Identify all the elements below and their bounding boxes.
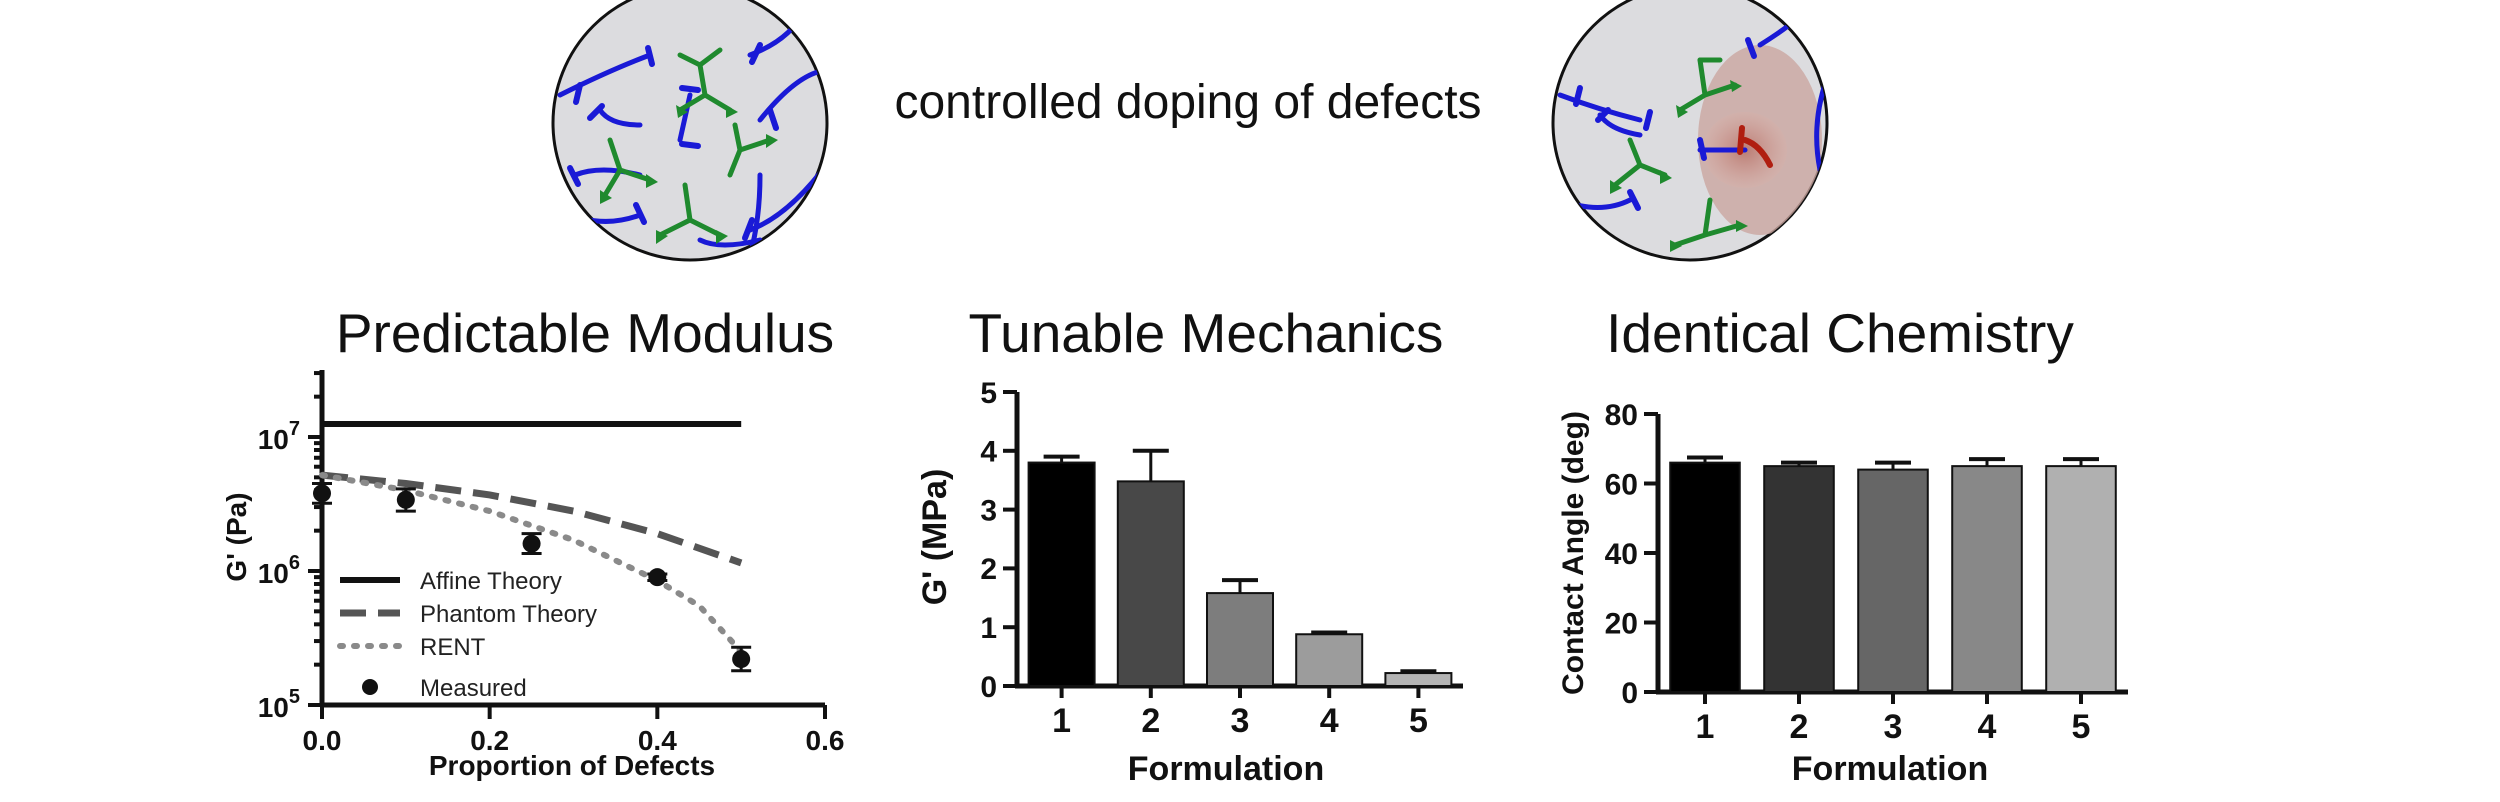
- chart1-legend-label: Affine Theory: [420, 568, 562, 595]
- chart-predictable-modulus: Predictable Modulus 105 106 107 0.0 0.2 0.4 0…: [221, 302, 844, 781]
- c2-bar: [1205, 592, 1275, 688]
- chart1-measured-point: [732, 650, 751, 669]
- c3-bar: [1951, 465, 2023, 693]
- chart-identical-chemistry: Identical Chemistry 0 20 40 60 80 1 2 3 4 5 Form…: [1557, 302, 2128, 788]
- c2-y-tick-label: 0: [980, 671, 997, 704]
- chart2-y-label: G' (MPa): [916, 469, 954, 606]
- chart1-x-tick-label: 0.0: [303, 725, 342, 756]
- c2-x-tick-label: 5: [1409, 702, 1428, 740]
- chart3-title: Identical Chemistry: [1606, 302, 2074, 364]
- defected-network-illustration: [1551, 0, 1829, 262]
- c3-bar: [1763, 465, 1835, 693]
- c2-x-tick-label: 4: [1320, 702, 1339, 740]
- c3-y-tick-label: 80: [1605, 399, 1638, 432]
- c3-y-tick-label: 20: [1605, 607, 1638, 640]
- c3-y-tick-label: 40: [1605, 538, 1638, 571]
- c3-bar: [1669, 461, 1741, 693]
- chart1-title: Predictable Modulus: [336, 302, 834, 364]
- chart1-measured-point: [313, 484, 331, 503]
- c2-bar: [1384, 672, 1453, 688]
- chart1-y-tick-label: 105: [258, 686, 300, 723]
- chart3-y-label: Contact Angle (deg): [1557, 411, 1590, 695]
- chart1-legend-label: Measured: [420, 675, 527, 702]
- c2-x-tick-label: 2: [1141, 702, 1160, 740]
- c2-y-tick-label: 5: [980, 377, 997, 410]
- c2-x-tick-label: 3: [1231, 702, 1250, 740]
- chart1-legend-marker: [362, 679, 378, 695]
- c2-bar: [1295, 633, 1364, 687]
- c2-y-tick-label: 1: [980, 612, 997, 645]
- c2-bar: [1027, 461, 1096, 687]
- c2-y-tick-label: 4: [980, 436, 997, 469]
- chart1-x-tick-label: 0.4: [638, 725, 677, 756]
- chart1-x-tick-label: 0.6: [806, 725, 845, 756]
- chart1-legend-label: Phantom Theory: [420, 601, 597, 628]
- chart1-measured-point: [522, 534, 541, 553]
- c3-x-tick-label: 2: [1790, 708, 1809, 746]
- chart1-legend-label: RENT: [420, 634, 486, 661]
- chart2-x-label: Formulation: [1128, 750, 1324, 788]
- chart1-y-label: G' (Pa): [221, 492, 252, 581]
- c3-x-tick-label: 5: [2072, 708, 2091, 746]
- c3-x-tick-label: 4: [1978, 708, 1997, 746]
- c3-x-tick-label: 3: [1884, 708, 1903, 746]
- chart2-title: Tunable Mechanics: [969, 302, 1444, 364]
- c2-y-tick-label: 3: [980, 494, 997, 527]
- chart1-y-tick-label: 106: [258, 552, 300, 589]
- chart1-measured-point: [648, 568, 667, 587]
- chart1-series-phantom-theory: [321, 471, 743, 567]
- chart-tunable-mechanics: Tunable Mechanics 0 1 2 3 4 5 1 2 3 4 5 Formulati…: [916, 302, 1463, 788]
- pristine-network-illustration: [551, 0, 829, 262]
- chart1-x-label: Proportion of Defects: [429, 750, 715, 781]
- chart1-measured-point: [396, 490, 415, 509]
- c3-y-tick-label: 0: [1621, 677, 1638, 710]
- c3-bar: [2045, 465, 2117, 693]
- chart1-y-tick-label: 107: [258, 418, 300, 455]
- c2-bar: [1116, 480, 1185, 687]
- network-caption: controlled doping of defects: [894, 76, 1481, 129]
- chart1-x-tick-label: 0.2: [470, 725, 509, 756]
- c2-y-tick-label: 2: [980, 553, 997, 586]
- c2-x-tick-label: 1: [1052, 702, 1071, 740]
- c3-bar: [1857, 468, 1929, 693]
- chart1-legend: Affine Theory Phantom Theory RENT Measured: [337, 568, 597, 702]
- c3-x-tick-label: 1: [1696, 708, 1715, 746]
- chart3-x-label: Formulation: [1792, 750, 1988, 788]
- c3-y-tick-label: 60: [1605, 468, 1638, 501]
